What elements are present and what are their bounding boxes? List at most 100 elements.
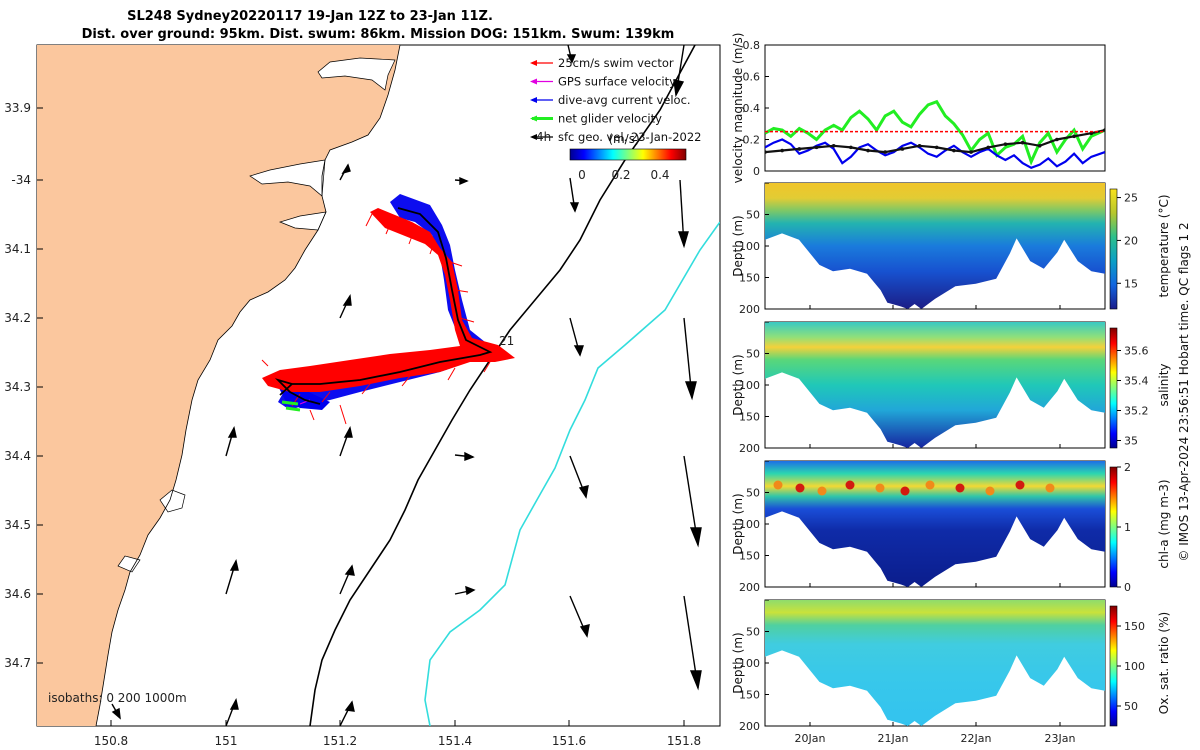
velocity-point: [765, 150, 767, 154]
colorbar-tick-label: 35.4: [1124, 375, 1149, 388]
map-x-tick-label: 151.2: [323, 734, 357, 748]
section-field: [765, 322, 1105, 448]
geo-arrow: [225, 698, 239, 726]
velocity-y-tick-label: 0: [753, 165, 760, 178]
colorbar-tick-label: 20: [1124, 234, 1138, 247]
colorbar-tick-label: 150: [1124, 620, 1145, 633]
depth-tick-label: 50: [746, 487, 760, 500]
velocity-point: [1055, 137, 1059, 142]
speed-colorbar-tick: 0: [578, 168, 586, 182]
depth-tick-label: 50: [746, 209, 760, 222]
section-colorbar: [1109, 327, 1118, 449]
legend-label: GPS surface velocity: [558, 75, 676, 89]
date-tick-label: 23Jan: [1045, 732, 1076, 745]
depth-tick-label: 100: [739, 518, 760, 531]
colorbar-tick-label: 100: [1124, 660, 1145, 673]
geo-arrow: [225, 559, 239, 595]
velocity-series: [765, 99, 1105, 170]
inlet-north: [317, 57, 396, 91]
isobath-200m: [309, 45, 696, 726]
track-current-band: [278, 194, 495, 410]
map-y-tick-label: 34.4: [4, 449, 31, 463]
map-y-tick-label: 34.6: [4, 587, 31, 601]
velocity-point: [1020, 140, 1025, 145]
map-legend: 25cm/s swim vector GPS surface velocity di…: [530, 56, 702, 144]
legend-arrowhead: [530, 115, 537, 122]
depth-tick-label: 200: [739, 303, 760, 316]
isobath-label: isobaths: 0 200 1000m: [48, 691, 187, 705]
velocity-y-ticks: 0 0.2 0.4 0.6 0.8: [743, 39, 769, 178]
map-panel: 150.8 151 151.2 151.4 151.6 151.8 33.9 -34 34.1…: [4, 44, 721, 748]
colorbar-tick-label: 25: [1124, 192, 1138, 205]
date-tick-label: 20Jan: [795, 732, 826, 745]
section-panel-1: 50 100 150 200 Depth (m) 15 20 25 temperature (°…: [731, 182, 1171, 316]
depth-tick-label: 100: [739, 379, 760, 392]
legend-label: sfc geo. vel. 23-Jan-2022: [558, 130, 702, 144]
depth-tick-label: 50: [746, 348, 760, 361]
colorbar-tick-label: 2: [1124, 461, 1131, 474]
section-ylabel: Depth (m): [731, 354, 745, 415]
map-y-tick-label: 34.2: [4, 311, 31, 325]
speed-colorbar-tick: 0.2: [611, 168, 630, 182]
geo-arrow: [339, 564, 355, 595]
glider-path: [274, 207, 493, 405]
velocity-point: [849, 145, 853, 150]
title-line-2: Dist. over ground: 95km. Dist. swum: 86k…: [82, 27, 675, 42]
section-colorbar: [1109, 188, 1118, 310]
velocity-ylabel: velocity magnitude (m/s): [731, 33, 745, 184]
colorbar-tick-label: 15: [1124, 277, 1138, 290]
interval-label: 4h: [536, 130, 551, 144]
velocity-series-line: [765, 138, 1105, 170]
legend-label: 25cm/s swim vector: [558, 56, 674, 70]
map-x-tick-label: 151.6: [552, 734, 586, 748]
colorbar-tick-label: 35.6: [1124, 345, 1149, 358]
geo-arrow: [673, 45, 685, 98]
map-x-tick-label: 151.8: [667, 734, 701, 748]
velocity-point: [969, 150, 973, 154]
velocity-series-line: [765, 99, 1105, 166]
velocity-panel: 0 0.2 0.4 0.6 0.8 velocity magnitude (m/s): [731, 33, 1106, 184]
section-field: [765, 461, 1105, 587]
chl-max-marker: [795, 483, 805, 493]
map-x-tick-label: 150.8: [94, 734, 128, 748]
colorbar-tick-label: 0: [1124, 581, 1131, 594]
swim-vector-ticks: [261, 213, 491, 425]
velocity-y-tick-label: 0.6: [743, 71, 761, 84]
velocity-point: [952, 148, 956, 153]
map-y-tick-label: 34.1: [4, 242, 31, 256]
colorbar-tick-label: 35: [1124, 435, 1138, 448]
depth-tick-label: 50: [746, 626, 760, 639]
geo-arrow: [339, 426, 353, 457]
velocity-point: [1003, 142, 1008, 147]
geo-arrow: [683, 455, 702, 548]
geo-arrow: [339, 294, 352, 319]
chl-max-marker: [1045, 483, 1055, 493]
legend-arrowhead: [530, 97, 537, 103]
geo-arrow: [454, 585, 476, 596]
section-field: [765, 600, 1105, 726]
velocity-point: [831, 144, 836, 148]
section-ylabel: Depth (m): [731, 493, 745, 554]
legend-arrowhead: [530, 78, 537, 85]
colorbar-label: chl-a (mg m-3): [1157, 479, 1171, 568]
velocity-y-tick-label: 0.4: [743, 102, 761, 115]
geo-arrow: [569, 317, 584, 357]
colorbar-tick-label: 50: [1124, 700, 1138, 713]
speed-colorbar-tick: 0.4: [650, 168, 669, 182]
section-field: [765, 183, 1105, 309]
velocity-point: [917, 144, 922, 148]
map-y-tick-label: 34.7: [4, 656, 31, 670]
inlet-botany: [249, 159, 326, 197]
colorbar-unit-label: (m/s): [608, 132, 639, 146]
map-y-ticks: 33.9 -34 34.1 34.2 34.3 34.4 34.5 34.6 34.7: [4, 101, 43, 670]
colorbar-label: salinity: [1157, 363, 1171, 406]
depth-tick-label: 150: [739, 272, 760, 285]
map-y-tick-label: -34: [11, 173, 31, 187]
velocity-point: [1103, 128, 1105, 132]
chl-max-marker: [955, 483, 965, 493]
velocity-point: [780, 148, 784, 153]
depth-tick-label: 100: [739, 657, 760, 670]
geo-arrow: [569, 595, 590, 638]
velocity-point: [1072, 134, 1076, 139]
